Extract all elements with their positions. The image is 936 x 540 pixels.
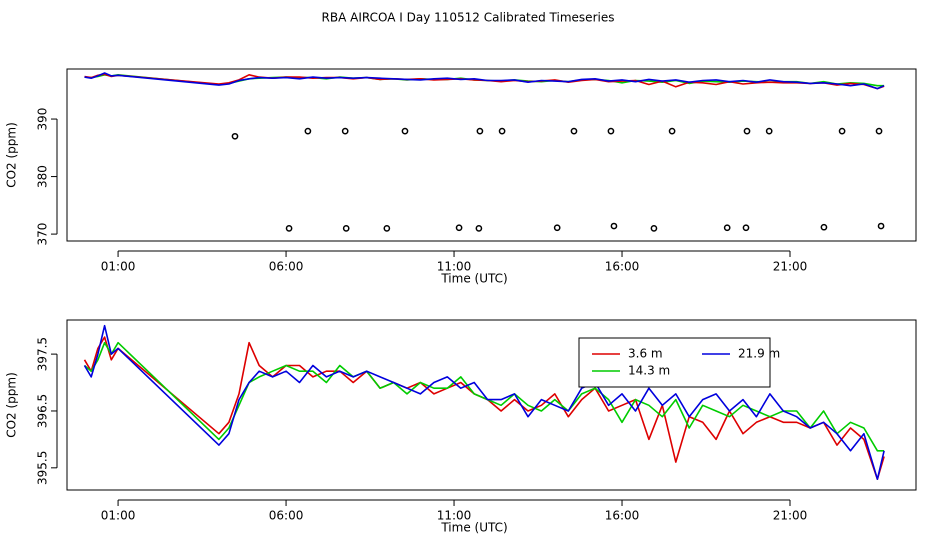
y-tick-label: 370 [36,223,50,246]
x-tick-label: 06:00 [269,509,304,523]
scatter-point [743,127,751,135]
legend-label: 21.9 m [738,347,780,361]
scatter-point [875,127,883,135]
scatter-point [231,132,239,140]
scatter-point [838,127,846,135]
scatter-point [877,222,885,230]
x-tick-label: 21:00 [773,260,808,274]
series-line [84,73,885,90]
x-tick-label: 06:00 [269,260,304,274]
x-tick-label: 16:00 [605,509,640,523]
y-tick-label: 396.5 [36,394,50,428]
y-tick-label: 390 [36,108,50,131]
scatter-point [570,127,578,135]
scatter-point [383,224,391,232]
y-tick-label: 380 [36,165,50,188]
x-tick-label: 16:00 [605,260,640,274]
y-tick-label: 397.5 [36,337,50,371]
series-line [83,341,885,452]
legend-label: 3.6 m [628,347,663,361]
scatter-point [610,222,618,230]
scatter-point [476,127,484,135]
scatter-point [475,224,483,232]
scatter-point [342,224,350,232]
scatter-point [401,127,409,135]
y-axis-label: CO2 (ppm) [5,372,19,438]
y-axis-label: CO2 (ppm) [5,122,19,188]
scatter-point [607,127,615,135]
series-line [83,324,885,480]
series-line [83,336,885,480]
chart-title: RBA AIRCOA I Day 110512 Calibrated Times… [322,11,615,25]
y-tick-label: 395.5 [36,451,50,485]
scatter-point [765,127,773,135]
scatter-point [341,127,349,135]
scatter-point [668,127,676,135]
legend-label: 14.3 m [628,364,670,378]
scatter-point [553,224,561,232]
scatter-point [498,127,506,135]
scatter-point [304,127,312,135]
scatter-point [650,224,658,232]
x-tick-label: 21:00 [773,509,808,523]
plot-frame [66,68,917,242]
x-axis-label: Time (UTC) [440,521,507,535]
x-tick-label: 11:00 [437,260,472,274]
scatter-point [742,224,750,232]
scatter-point [820,223,828,231]
x-tick-label: 01:00 [101,509,136,523]
plot-frame [66,319,917,491]
legend-box [578,337,771,388]
scatter-point [285,224,293,232]
scatter-point [455,224,463,232]
x-tick-label: 11:00 [437,509,472,523]
series-line [84,72,885,90]
scatter-point [723,224,731,232]
x-axis-label: Time (UTC) [440,272,507,286]
x-tick-label: 01:00 [101,260,136,274]
